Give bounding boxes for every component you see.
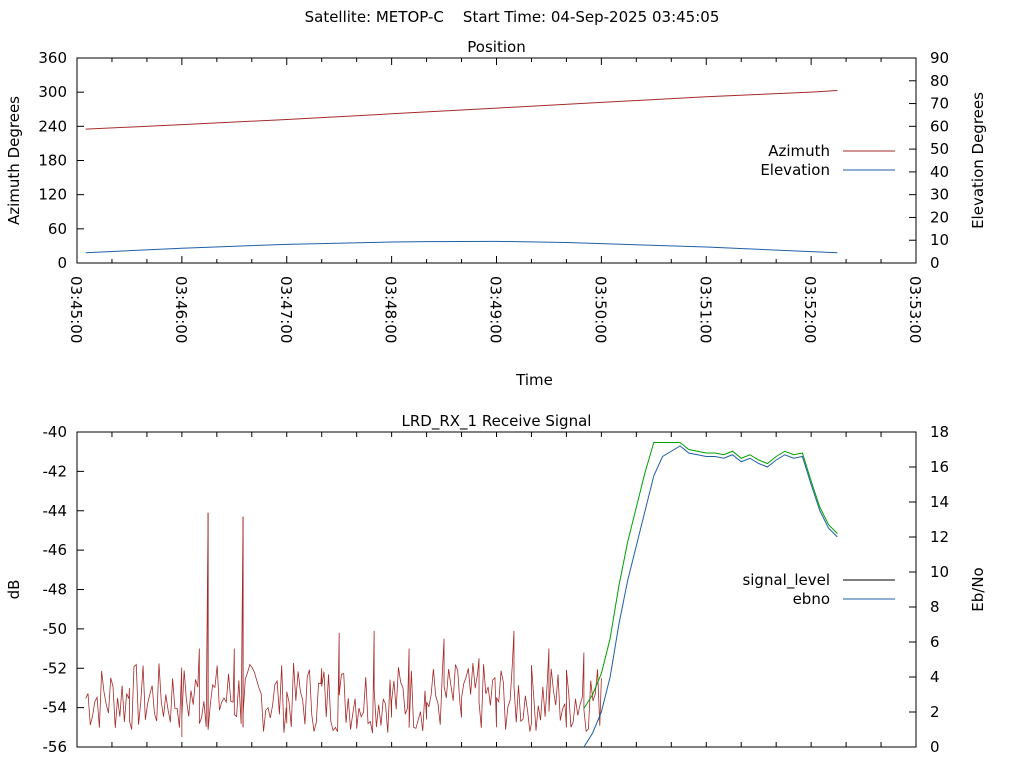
- y2-tick-label: 12: [930, 528, 949, 546]
- x-tick-label: 03:45:00: [67, 276, 85, 343]
- y2-tick-label: 80: [930, 72, 949, 90]
- y2-tick-label: 0: [930, 738, 940, 756]
- page-title: Satellite: METOP-C Start Time: 04-Sep-20…: [305, 8, 720, 26]
- elevation-line: [85, 240, 838, 254]
- y2-tick-label: 0: [930, 254, 940, 272]
- legend-signal-level-label: signal_level: [742, 571, 830, 590]
- x-tick-label: 03:50:00: [591, 276, 609, 343]
- y2-tick-label: 60: [930, 117, 949, 135]
- y-tick-label: -44: [43, 502, 68, 520]
- y-tick-label: -56: [43, 738, 68, 756]
- y2-axis-label: Eb/No: [969, 567, 987, 611]
- y2-tick-label: 16: [930, 458, 949, 476]
- receive-signal-chart: -56 -54 -52 -50 -48 -46 -44 -42 -40 0 2 4 6 8 10 12 14 16…: [5, 412, 987, 756]
- y-tick-label: -42: [43, 462, 68, 480]
- x-tick-label: 03:47:00: [277, 276, 295, 343]
- y2-tick-label: 8: [930, 598, 940, 616]
- x-tick-label: 03:52:00: [801, 276, 819, 343]
- y2-tick-label: 40: [930, 163, 949, 181]
- y2-tick-label: 10: [930, 231, 949, 249]
- x-tick-label: 03:48:00: [382, 276, 400, 343]
- x-tick-label: 03:46:00: [172, 276, 190, 343]
- y2-tick-label: 20: [930, 208, 949, 226]
- y2-tick-label: 30: [930, 186, 949, 204]
- x-tick-label: 03:51:00: [696, 276, 714, 343]
- y2-tick-label: 18: [930, 423, 949, 441]
- chart-title: LRD_RX_1 Receive Signal: [402, 412, 592, 431]
- ebno-line: [583, 445, 838, 748]
- y-tick-label: 180: [38, 152, 67, 170]
- y-tick-label: 60: [48, 220, 67, 238]
- ebno-upper-line: [583, 442, 838, 709]
- y2-axis-label: Elevation Degrees: [969, 92, 987, 229]
- y-tick-label: -40: [43, 423, 68, 441]
- y2-tick-label: 14: [930, 493, 949, 511]
- legend-azimuth-label: Azimuth: [768, 142, 830, 160]
- y-tick-label: 240: [38, 117, 67, 135]
- y2-tick-label: 2: [930, 703, 940, 721]
- y2-tick-label: 90: [930, 49, 949, 67]
- x-tick-label: 03:53:00: [906, 276, 924, 343]
- y2-tick-label: 6: [930, 633, 940, 651]
- position-chart: 0 60 120 180 240 300 360 0 10 20 30 40 50 60 70 80 90 Azi…: [5, 38, 987, 389]
- y-tick-label: -52: [43, 659, 68, 677]
- legend-elevation-label: Elevation: [760, 161, 830, 179]
- y-axis-label: Azimuth Degrees: [5, 96, 23, 225]
- x-axis-label: Time: [515, 371, 553, 389]
- chart-title: Position: [467, 38, 525, 56]
- y-tick-label: -54: [43, 699, 68, 717]
- y-tick-label: 120: [38, 186, 67, 204]
- y2-tick-label: 70: [930, 95, 949, 113]
- y-tick-label: 0: [57, 254, 67, 272]
- y-tick-label: 360: [38, 49, 67, 67]
- y-tick-label: -48: [43, 581, 68, 599]
- x-tick-label: 03:49:00: [487, 276, 505, 343]
- y2-tick-label: 4: [930, 668, 940, 686]
- azimuth-line: [85, 89, 838, 130]
- legend-ebno-label: ebno: [793, 590, 830, 608]
- y-tick-label: -46: [43, 541, 68, 559]
- y-tick-label: -50: [43, 620, 68, 638]
- y-axis-label: dB: [5, 580, 23, 600]
- y2-tick-label: 10: [930, 563, 949, 581]
- y-tick-label: 300: [38, 83, 67, 101]
- signal-level-line: [85, 512, 602, 738]
- y2-tick-label: 50: [930, 140, 949, 158]
